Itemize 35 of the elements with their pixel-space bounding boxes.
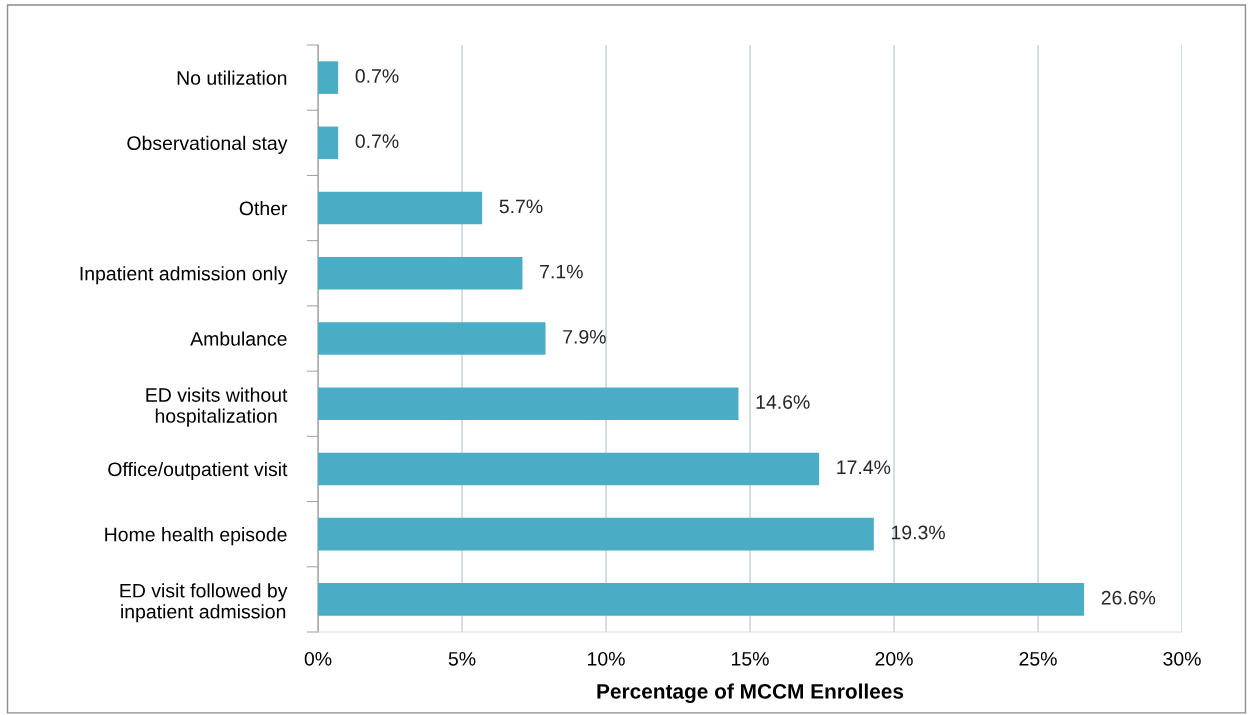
y-tick-label: Office/outpatient visit	[108, 461, 288, 481]
x-tick-label: 5%	[448, 652, 476, 666]
bar	[318, 126, 339, 160]
x-tick-label: 10%	[588, 651, 625, 666]
bar	[318, 583, 1085, 616]
bar	[318, 387, 739, 421]
y-tick-label: No utilization	[177, 70, 287, 85]
x-axis-title: Percentage of MCCM Enrollees	[597, 683, 904, 703]
bar	[318, 452, 820, 486]
data-label: 7.9%	[563, 329, 606, 344]
data-label: 19.3%	[891, 525, 945, 540]
data-label: 14.6%	[756, 395, 810, 409]
data-label: 17.4%	[837, 460, 891, 475]
x-tick-label: 30%	[1163, 651, 1201, 666]
data-label: 5.7%	[499, 199, 543, 214]
y-tick-label: Inpatient admission only	[80, 266, 288, 285]
data-label: 26.6%	[1101, 590, 1156, 605]
x-tick-label: 25%	[1019, 651, 1057, 666]
y-tick-label: ED visit followed by inpatient admission	[120, 583, 288, 623]
x-tick-label: 15%	[732, 652, 769, 666]
y-tick-label: Other	[239, 201, 288, 216]
y-tick-label: Observational stay	[127, 135, 288, 154]
bar	[318, 191, 483, 225]
x-tick-label: 20%	[875, 651, 913, 666]
y-tick-label: Home health episode	[105, 527, 287, 546]
data-label: 0.7%	[355, 69, 399, 83]
data-label: 7.1%	[540, 264, 583, 279]
bar	[318, 322, 546, 355]
bar	[318, 256, 523, 290]
y-tick-label: Ambulance	[190, 331, 287, 346]
data-label: 0.7%	[355, 134, 399, 149]
y-tick-label: ED visits without hospitalization	[146, 387, 288, 427]
bar	[318, 61, 339, 94]
x-tick-label: 0%	[304, 651, 332, 666]
bar	[318, 517, 874, 551]
